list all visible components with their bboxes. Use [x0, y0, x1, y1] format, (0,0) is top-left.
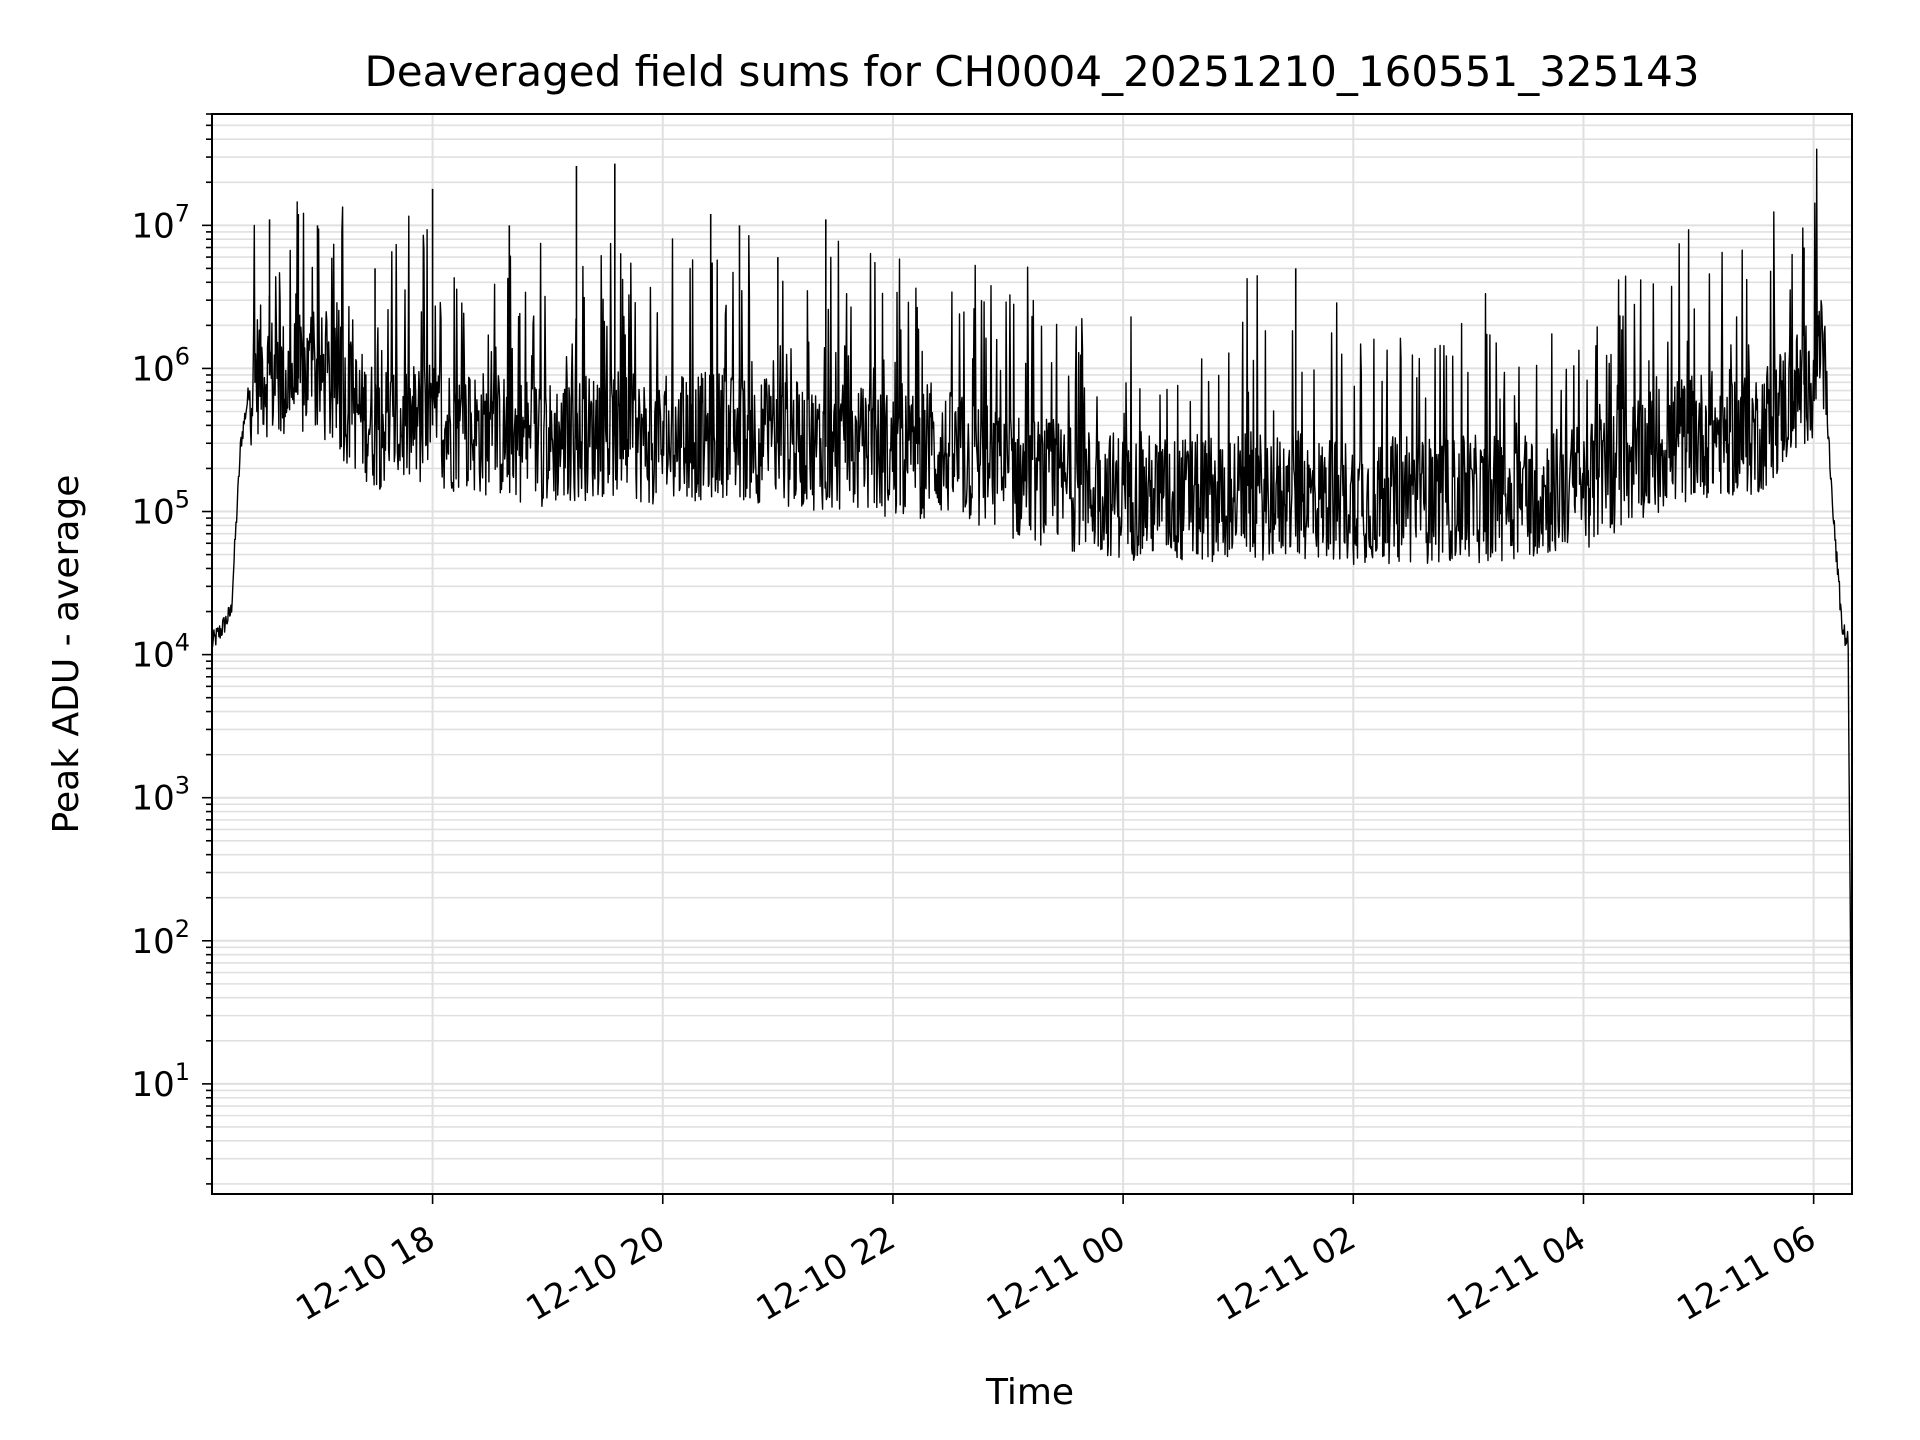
y-tick-label: 107 — [131, 199, 190, 246]
y-tick-label: 103 — [131, 772, 190, 819]
grid — [212, 113, 1852, 1194]
y-tick-label: 104 — [131, 629, 190, 676]
series-line — [211, 148, 1853, 1150]
y-tick-label: 106 — [131, 342, 190, 389]
y-tick-label: 105 — [131, 486, 190, 533]
chart-title: Deaveraged field sums for CH0004_2025121… — [364, 47, 1699, 96]
data-series — [211, 148, 1853, 1150]
y-tick-label: 101 — [131, 1058, 190, 1105]
y-tick-label: 102 — [131, 915, 190, 962]
y-axis-label: Peak ADU - average — [46, 475, 87, 834]
x-axis-label: Time — [985, 1372, 1074, 1413]
